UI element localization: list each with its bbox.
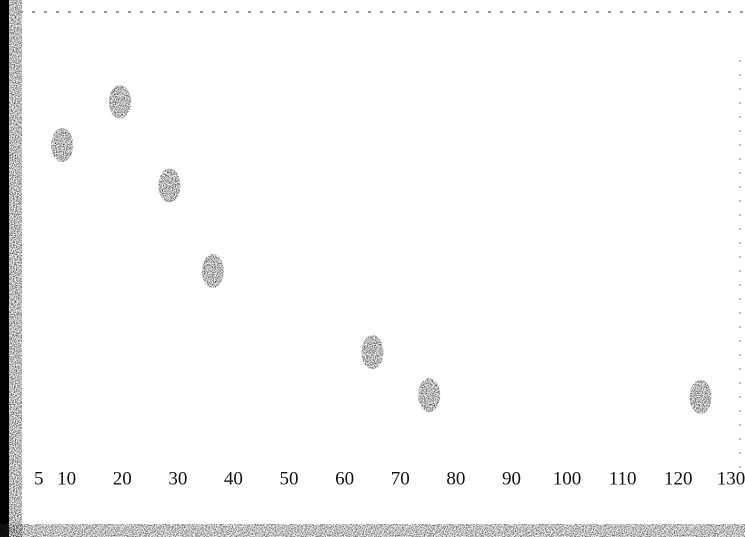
- background: [0, 0, 745, 537]
- chart: 5 10 20 30 40 50 60 70 80 90 100 110 120 130: [0, 0, 745, 537]
- x-tick-label: 60: [335, 468, 354, 489]
- x-tick-label: 120: [664, 468, 693, 489]
- x-tick-label: 20: [113, 468, 132, 489]
- x-tick-label: 50: [280, 468, 299, 489]
- data-blob: [202, 254, 224, 288]
- x-tick-label: 30: [168, 468, 187, 489]
- x-tick-label: 40: [224, 468, 243, 489]
- data-blob: [158, 169, 180, 203]
- scan-edge-bottom: [0, 524, 745, 537]
- data-blob: [418, 378, 440, 412]
- x-tick-label: 90: [502, 468, 521, 489]
- page: {"chart_data": {"type": "scatter", "x": …: [0, 0, 745, 537]
- x-tick-label: 80: [446, 468, 465, 489]
- x-tick-label: 110: [609, 468, 637, 489]
- x-tick-label: 130: [717, 468, 745, 489]
- data-blob: [690, 380, 712, 414]
- scan-edge-dark: [0, 0, 9, 537]
- x-tick-label: 5: [34, 468, 44, 489]
- data-blob: [109, 85, 131, 119]
- x-tick-label: 10: [57, 468, 76, 489]
- x-tick-label: 70: [391, 468, 410, 489]
- data-blob: [361, 335, 383, 369]
- data-blob: [51, 128, 73, 162]
- x-tick-label: 100: [553, 468, 582, 489]
